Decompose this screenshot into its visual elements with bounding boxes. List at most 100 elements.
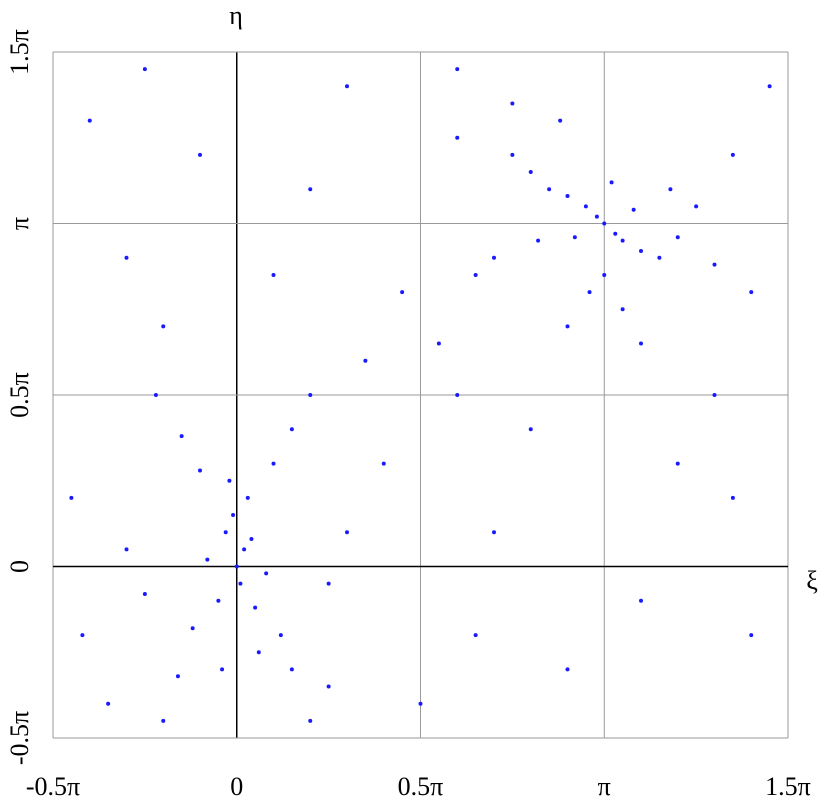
point: [400, 290, 405, 295]
point: [363, 358, 368, 363]
x-tick-label: π: [598, 772, 611, 801]
point: [583, 204, 588, 209]
point: [264, 571, 269, 576]
y-tick-label: 0: [5, 560, 34, 573]
point: [308, 187, 313, 192]
x-axis-label: ξ: [806, 566, 818, 595]
point: [253, 605, 258, 610]
point: [455, 67, 460, 72]
point: [234, 564, 239, 569]
point: [631, 207, 636, 212]
point: [510, 152, 515, 157]
point: [271, 461, 276, 466]
point: [455, 393, 460, 397]
x-tick-label: 0: [230, 772, 243, 801]
point: [345, 84, 349, 89]
point: [613, 231, 618, 236]
point: [381, 461, 386, 466]
point: [289, 427, 294, 432]
point: [668, 187, 673, 192]
point: [245, 495, 250, 500]
y-tick-label: π: [5, 217, 34, 230]
point: [675, 235, 680, 240]
point: [106, 701, 111, 706]
point: [639, 598, 643, 603]
point: [565, 324, 570, 329]
point: [80, 633, 85, 638]
point: [528, 170, 533, 175]
point: [198, 152, 202, 157]
point: [124, 255, 129, 260]
point: [510, 101, 515, 106]
point: [547, 187, 552, 192]
point: [558, 118, 563, 123]
x-tick-label: 0.5π: [398, 772, 444, 801]
point: [565, 667, 570, 672]
y-tick-label: 1.5π: [5, 29, 34, 75]
x-tick-label: -0.5π: [26, 772, 80, 801]
point: [455, 135, 460, 140]
point: [712, 262, 717, 267]
point: [87, 118, 92, 123]
point: [657, 255, 662, 260]
point: [602, 221, 607, 226]
point: [492, 255, 496, 260]
point: [190, 626, 195, 631]
point: [249, 537, 254, 542]
point: [238, 581, 243, 586]
point: [242, 547, 247, 552]
point: [473, 633, 478, 638]
point: [142, 67, 147, 72]
point: [326, 581, 331, 586]
point: [223, 530, 228, 535]
point: [278, 633, 283, 638]
point: [712, 393, 717, 397]
y-tick-label: -0.5π: [5, 711, 34, 765]
point: [418, 701, 423, 706]
point: [308, 393, 313, 397]
point: [609, 180, 614, 185]
point: [473, 272, 478, 277]
point: [536, 238, 541, 243]
y-axis-label: η: [229, 1, 243, 30]
point: [227, 478, 232, 483]
point: [572, 235, 577, 240]
point: [345, 530, 349, 535]
point: [124, 547, 129, 552]
point: [639, 248, 643, 253]
point: [216, 598, 221, 603]
point: [620, 307, 625, 312]
point: [602, 272, 607, 277]
point: [565, 194, 570, 199]
point: [289, 667, 294, 672]
point: [694, 204, 699, 209]
point: [528, 427, 533, 432]
x-tick-label: 1.5π: [765, 772, 811, 801]
y-tick-label: 0.5π: [5, 372, 34, 418]
point: [179, 434, 184, 439]
point: [436, 341, 441, 346]
point: [594, 214, 599, 219]
point: [161, 718, 166, 723]
point: [198, 468, 202, 473]
point: [749, 633, 754, 638]
point: [205, 557, 210, 562]
point: [620, 238, 625, 243]
point: [730, 152, 735, 157]
point: [639, 341, 643, 346]
point: [220, 667, 225, 672]
point: [161, 324, 166, 329]
point: [492, 530, 496, 535]
point: [69, 495, 74, 500]
point: [587, 290, 592, 295]
point: [256, 650, 261, 655]
point: [142, 591, 147, 596]
point: [749, 290, 754, 295]
point: [271, 272, 276, 277]
point: [326, 684, 331, 689]
point: [308, 718, 313, 723]
point: [231, 513, 236, 518]
point: [767, 84, 772, 89]
point: [153, 393, 158, 397]
